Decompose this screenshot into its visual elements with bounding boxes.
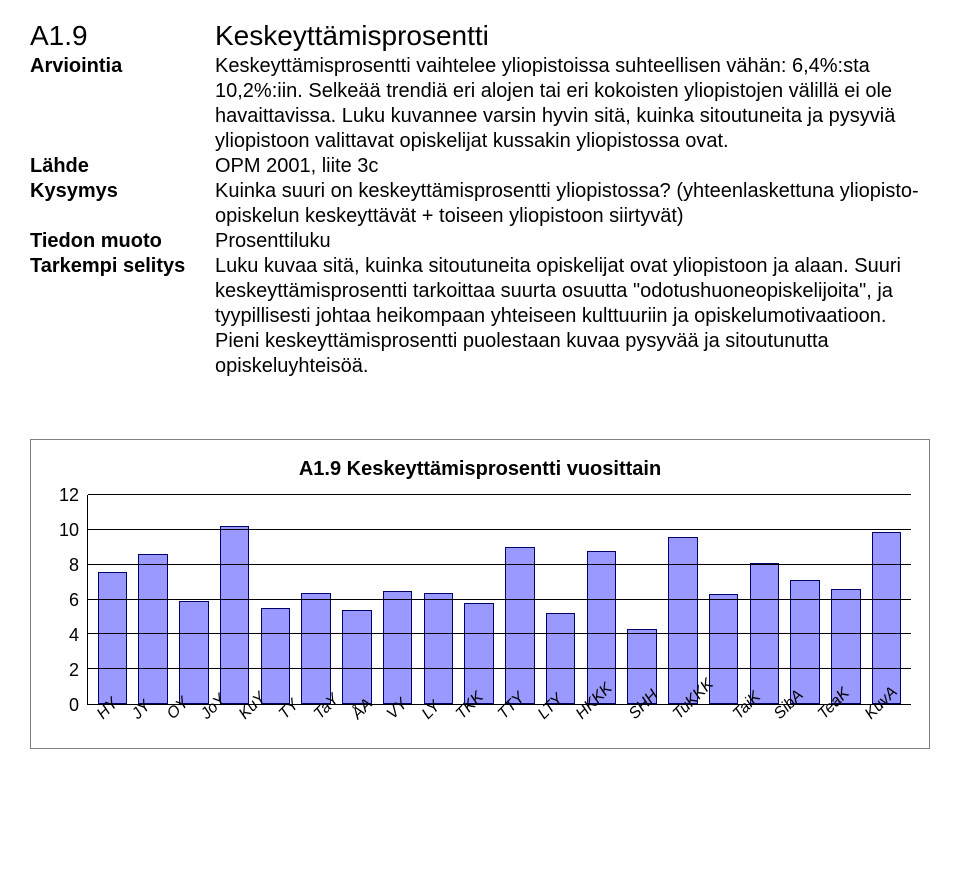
gridline xyxy=(88,599,911,600)
bar-slot xyxy=(174,495,215,704)
definition-value: Keskeyttämisprosentti vaihtelee yliopist… xyxy=(215,54,930,154)
bar-slot xyxy=(744,495,785,704)
bar-slot xyxy=(826,495,867,704)
bars xyxy=(88,495,911,704)
definition-label: Lähde xyxy=(30,154,215,179)
y-axis: 121086420 xyxy=(49,495,87,705)
bar-slot xyxy=(377,495,418,704)
bar xyxy=(424,593,453,704)
definition-value: Kuinka suuri on keskeyttämisprosentti yl… xyxy=(215,179,930,229)
definition-value: Luku kuvaa sitä, kuinka sitoutuneita opi… xyxy=(215,254,930,379)
bar xyxy=(98,572,127,704)
gridline xyxy=(88,529,911,530)
plot-area: 121086420 xyxy=(49,495,911,705)
definition-row: KysymysKuinka suuri on keskeyttämisprose… xyxy=(30,179,930,229)
definition-row: Tarkempi selitysLuku kuvaa sitä, kuinka … xyxy=(30,254,930,379)
gridline xyxy=(88,633,911,634)
definition-value: OPM 2001, liite 3c xyxy=(215,154,930,179)
bar-slot xyxy=(663,495,704,704)
bar xyxy=(342,610,371,704)
bars-wrap xyxy=(87,495,911,705)
definition-row: ArviointiaKeskeyttämisprosentti vaihtele… xyxy=(30,54,930,154)
bar-slot xyxy=(703,495,744,704)
definition-list: ArviointiaKeskeyttämisprosentti vaihtele… xyxy=(30,54,930,379)
bar-slot xyxy=(581,495,622,704)
bar-slot xyxy=(418,495,459,704)
gridline xyxy=(88,494,911,495)
bar-slot xyxy=(866,495,907,704)
bar-slot xyxy=(92,495,133,704)
bar-slot xyxy=(785,495,826,704)
bar-slot xyxy=(622,495,663,704)
bar-slot xyxy=(540,495,581,704)
definition-row: Tiedon muotoProsenttiluku xyxy=(30,229,930,254)
section-id: A1.9 xyxy=(30,20,215,52)
bar xyxy=(668,537,697,704)
bar xyxy=(179,601,208,704)
definition-label: Tarkempi selitys xyxy=(30,254,215,279)
bar xyxy=(138,554,167,704)
x-axis-labels: HYJYOYJoYKuYTYTaYÅAVYLYTKKTTYLTYHKKKSHHT… xyxy=(87,705,911,737)
bar xyxy=(301,593,330,704)
section-title: Keskeyttämisprosentti xyxy=(215,20,489,52)
definition-label: Kysymys xyxy=(30,179,215,204)
bar xyxy=(464,603,493,704)
definition-row: LähdeOPM 2001, liite 3c xyxy=(30,154,930,179)
definition-label: Tiedon muoto xyxy=(30,229,215,254)
definition-label: Arviointia xyxy=(30,54,215,79)
bar xyxy=(546,613,575,704)
bar-slot xyxy=(133,495,174,704)
chart-container: A1.9 Keskeyttämisprosentti vuosittain 12… xyxy=(30,439,930,749)
bar xyxy=(220,526,249,704)
gridline xyxy=(88,564,911,565)
bar-slot xyxy=(296,495,337,704)
bar-slot xyxy=(500,495,541,704)
bar xyxy=(261,608,290,704)
chart-title: A1.9 Keskeyttämisprosentti vuosittain xyxy=(49,458,911,481)
bar xyxy=(831,589,860,704)
bar-slot xyxy=(337,495,378,704)
bar xyxy=(872,532,901,704)
bar xyxy=(505,547,534,704)
bar-slot xyxy=(255,495,296,704)
bar-slot xyxy=(459,495,500,704)
definition-value: Prosenttiluku xyxy=(215,229,930,254)
gridline xyxy=(88,668,911,669)
bar xyxy=(383,591,412,704)
bar-slot xyxy=(214,495,255,704)
